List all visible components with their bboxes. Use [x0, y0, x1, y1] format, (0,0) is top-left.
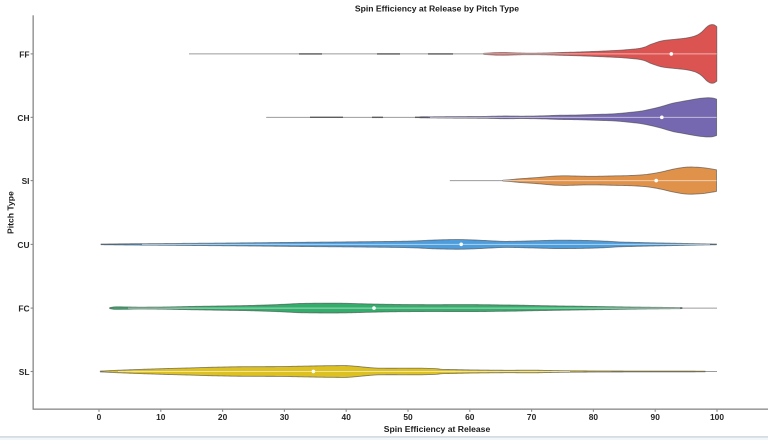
- svg-text:40: 40: [342, 412, 352, 422]
- svg-text:60: 60: [465, 412, 475, 422]
- svg-text:SI: SI: [22, 176, 30, 186]
- svg-text:70: 70: [527, 412, 537, 422]
- svg-text:0: 0: [97, 412, 102, 422]
- svg-text:50: 50: [403, 412, 413, 422]
- svg-text:Pitch Type: Pitch Type: [6, 191, 16, 234]
- svg-text:FF: FF: [19, 49, 29, 59]
- svg-text:10: 10: [156, 412, 166, 422]
- svg-text:FC: FC: [18, 304, 29, 314]
- svg-text:90: 90: [651, 412, 661, 422]
- svg-text:20: 20: [218, 412, 228, 422]
- svg-text:Spin Efficiency at Release by: Spin Efficiency at Release by Pitch Type: [355, 3, 519, 13]
- svg-text:CH: CH: [17, 113, 29, 123]
- svg-text:100: 100: [710, 412, 724, 422]
- svg-text:CU: CU: [17, 240, 29, 250]
- svg-text:30: 30: [280, 412, 290, 422]
- svg-text:80: 80: [589, 412, 599, 422]
- svg-text:Spin Efficiency at Release: Spin Efficiency at Release: [384, 424, 491, 434]
- svg-text:SL: SL: [19, 367, 30, 377]
